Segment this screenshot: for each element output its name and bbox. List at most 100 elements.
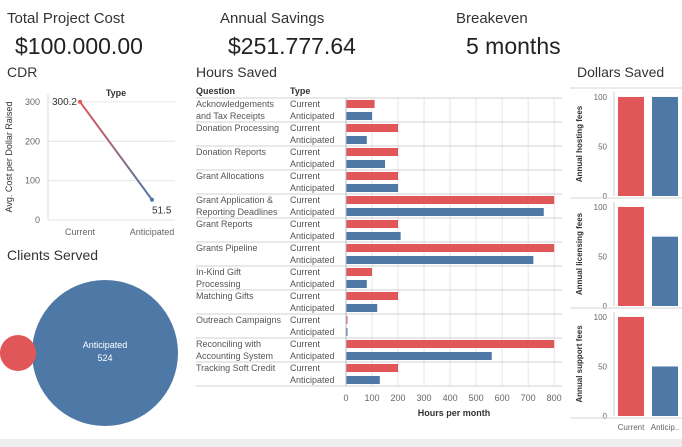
hours-bar-anticipated — [346, 304, 378, 312]
dollars-panel-label: Annual support fees — [575, 325, 584, 403]
hours-bar-anticipated — [346, 232, 401, 240]
dollars-ytick-label: 100 — [594, 203, 608, 212]
hours-bar-current — [346, 172, 399, 180]
cdr-ytick-label: 100 — [25, 176, 40, 186]
hours-type-label: Anticipated — [290, 159, 335, 169]
clients-served-chart[interactable]: Anticipated 524 — [0, 270, 190, 440]
hours-question-label: Grant Allocations — [196, 171, 265, 181]
hours-bar-current — [346, 244, 555, 252]
hours-type-label: Anticipated — [290, 279, 335, 289]
hours-bar-anticipated — [346, 376, 380, 384]
hours-xtick-label: 500 — [469, 393, 484, 403]
hours-type-label: Current — [290, 243, 321, 253]
cdr-ytick-label: 200 — [25, 136, 40, 146]
dollars-ytick-label: 100 — [594, 313, 608, 322]
hours-question-label: and Tax Receipts — [196, 111, 265, 121]
hours-question-label: Processing — [196, 279, 241, 289]
hours-bar-anticipated — [346, 256, 534, 264]
cdr-y-axis-label: Avg. Cost per Dollar Raised — [4, 102, 14, 213]
hours-bar-current — [346, 268, 373, 276]
dollars-ytick-label: 100 — [594, 93, 608, 102]
dollars-bar-anticipated — [652, 236, 678, 306]
hours-question-label: Acknowledgements — [196, 99, 275, 109]
hours-bar-current — [346, 100, 375, 108]
hours-question-label: Accounting System — [196, 351, 273, 361]
dollars-panel-label: Annual hosting fees — [575, 105, 584, 182]
breakeven-label: Breakeven — [456, 10, 528, 27]
hours-question-label: Outreach Campaigns — [196, 315, 282, 325]
hours-bar-anticipated — [346, 280, 367, 288]
hours-type-label: Current — [290, 267, 321, 277]
hours-type-label: Anticipated — [290, 327, 335, 337]
hours-question-label: Reporting Deadlines — [196, 207, 278, 217]
cdr-point-current — [78, 99, 82, 104]
cdr-ytick-label: 0 — [35, 215, 40, 225]
hours-bar-current — [346, 148, 399, 156]
hours-bar-current — [346, 124, 399, 132]
hours-question-label: Grant Reports — [196, 219, 253, 229]
cdr-series-line — [79, 101, 153, 201]
hours-question-label: Reconciling with — [196, 339, 261, 349]
hours-bar-anticipated — [346, 328, 348, 336]
hours-type-label: Current — [290, 291, 321, 301]
hours-bar-anticipated — [346, 352, 492, 360]
hours-bar-anticipated — [346, 136, 367, 144]
cdr-data-label: 51.5 — [152, 206, 172, 217]
bottom-strip — [0, 439, 682, 447]
hours-question-label: Matching Gifts — [196, 291, 254, 301]
hours-question-label: Grant Application & — [196, 195, 273, 205]
cdr-xtick-label: Current — [65, 227, 96, 237]
dollars-bar-current — [618, 316, 644, 416]
dollars-ytick-label: 50 — [598, 252, 607, 261]
dollars-bar-anticipated — [652, 96, 678, 196]
hours-type-label: Anticipated — [290, 351, 335, 361]
dollars-bar-anticipated — [652, 366, 678, 416]
hours-question-label: Grants Pipeline — [196, 243, 258, 253]
hours-xtick-label: 0 — [343, 393, 348, 403]
hours-question-label: Tracking Soft Credit — [196, 363, 276, 373]
hours-bar-current — [346, 364, 399, 372]
hours-type-label: Current — [290, 99, 321, 109]
hours-type-label: Current — [290, 315, 321, 325]
clients-bubble-value: 524 — [97, 353, 112, 363]
dollars-saved-title: Dollars Saved — [577, 64, 665, 80]
hours-xtick-label: 200 — [391, 393, 406, 403]
hours-xtick-label: 100 — [365, 393, 380, 403]
hours-type-label: Current — [290, 219, 321, 229]
hours-question-label: Donation Reports — [196, 147, 267, 157]
hours-saved-chart[interactable]: Question Type 0 100 200 300 400 500 600 700 800 Ack… — [190, 82, 570, 422]
cdr-data-label: 300.2 — [52, 97, 77, 108]
hours-bar-anticipated — [346, 208, 544, 216]
hours-type-label: Current — [290, 339, 321, 349]
hours-question-label: Donation Processing — [196, 123, 279, 133]
hours-type-label: Anticipated — [290, 183, 335, 193]
dollars-bar-current — [618, 96, 644, 196]
dollars-ytick-label: 0 — [603, 192, 608, 201]
hours-xtick-label: 700 — [521, 393, 536, 403]
hours-bar-anticipated — [346, 112, 373, 120]
hours-type-label: Current — [290, 195, 321, 205]
clients-served-title: Clients Served — [7, 247, 99, 263]
dollars-saved-chart[interactable]: 0 50 100 Annual hosting fees 0 50 100 Annual li… — [570, 82, 682, 438]
hours-xtick-label: 800 — [547, 393, 562, 403]
dollars-panel-label: Annual licensing fees — [575, 212, 584, 295]
clients-bubble-label: Anticipated — [83, 340, 128, 350]
hours-header-question: Question — [196, 86, 235, 96]
hours-bar-current — [346, 340, 555, 348]
dollars-ytick-label: 50 — [598, 362, 607, 371]
hours-type-label: Current — [290, 123, 321, 133]
hours-xtick-label: 400 — [443, 393, 458, 403]
annual-savings-label: Annual Savings — [220, 10, 325, 27]
dollars-bar-current — [618, 206, 644, 306]
hours-type-label: Anticipated — [290, 231, 335, 241]
cdr-chart[interactable]: Type 0 100 200 300 Avg. Cost per Dollar Raise… — [0, 80, 190, 245]
hours-header-type: Type — [290, 86, 310, 96]
hours-type-label: Anticipated — [290, 303, 335, 313]
clients-bubble-current — [0, 334, 37, 372]
hours-saved-title: Hours Saved — [196, 64, 277, 80]
hours-xtick-label: 600 — [495, 393, 510, 403]
cdr-xtick-label: Anticipated — [130, 227, 175, 237]
dollars-ytick-label: 0 — [603, 302, 608, 311]
cdr-legend-title: Type — [106, 88, 126, 98]
hours-type-label: Current — [290, 171, 321, 181]
